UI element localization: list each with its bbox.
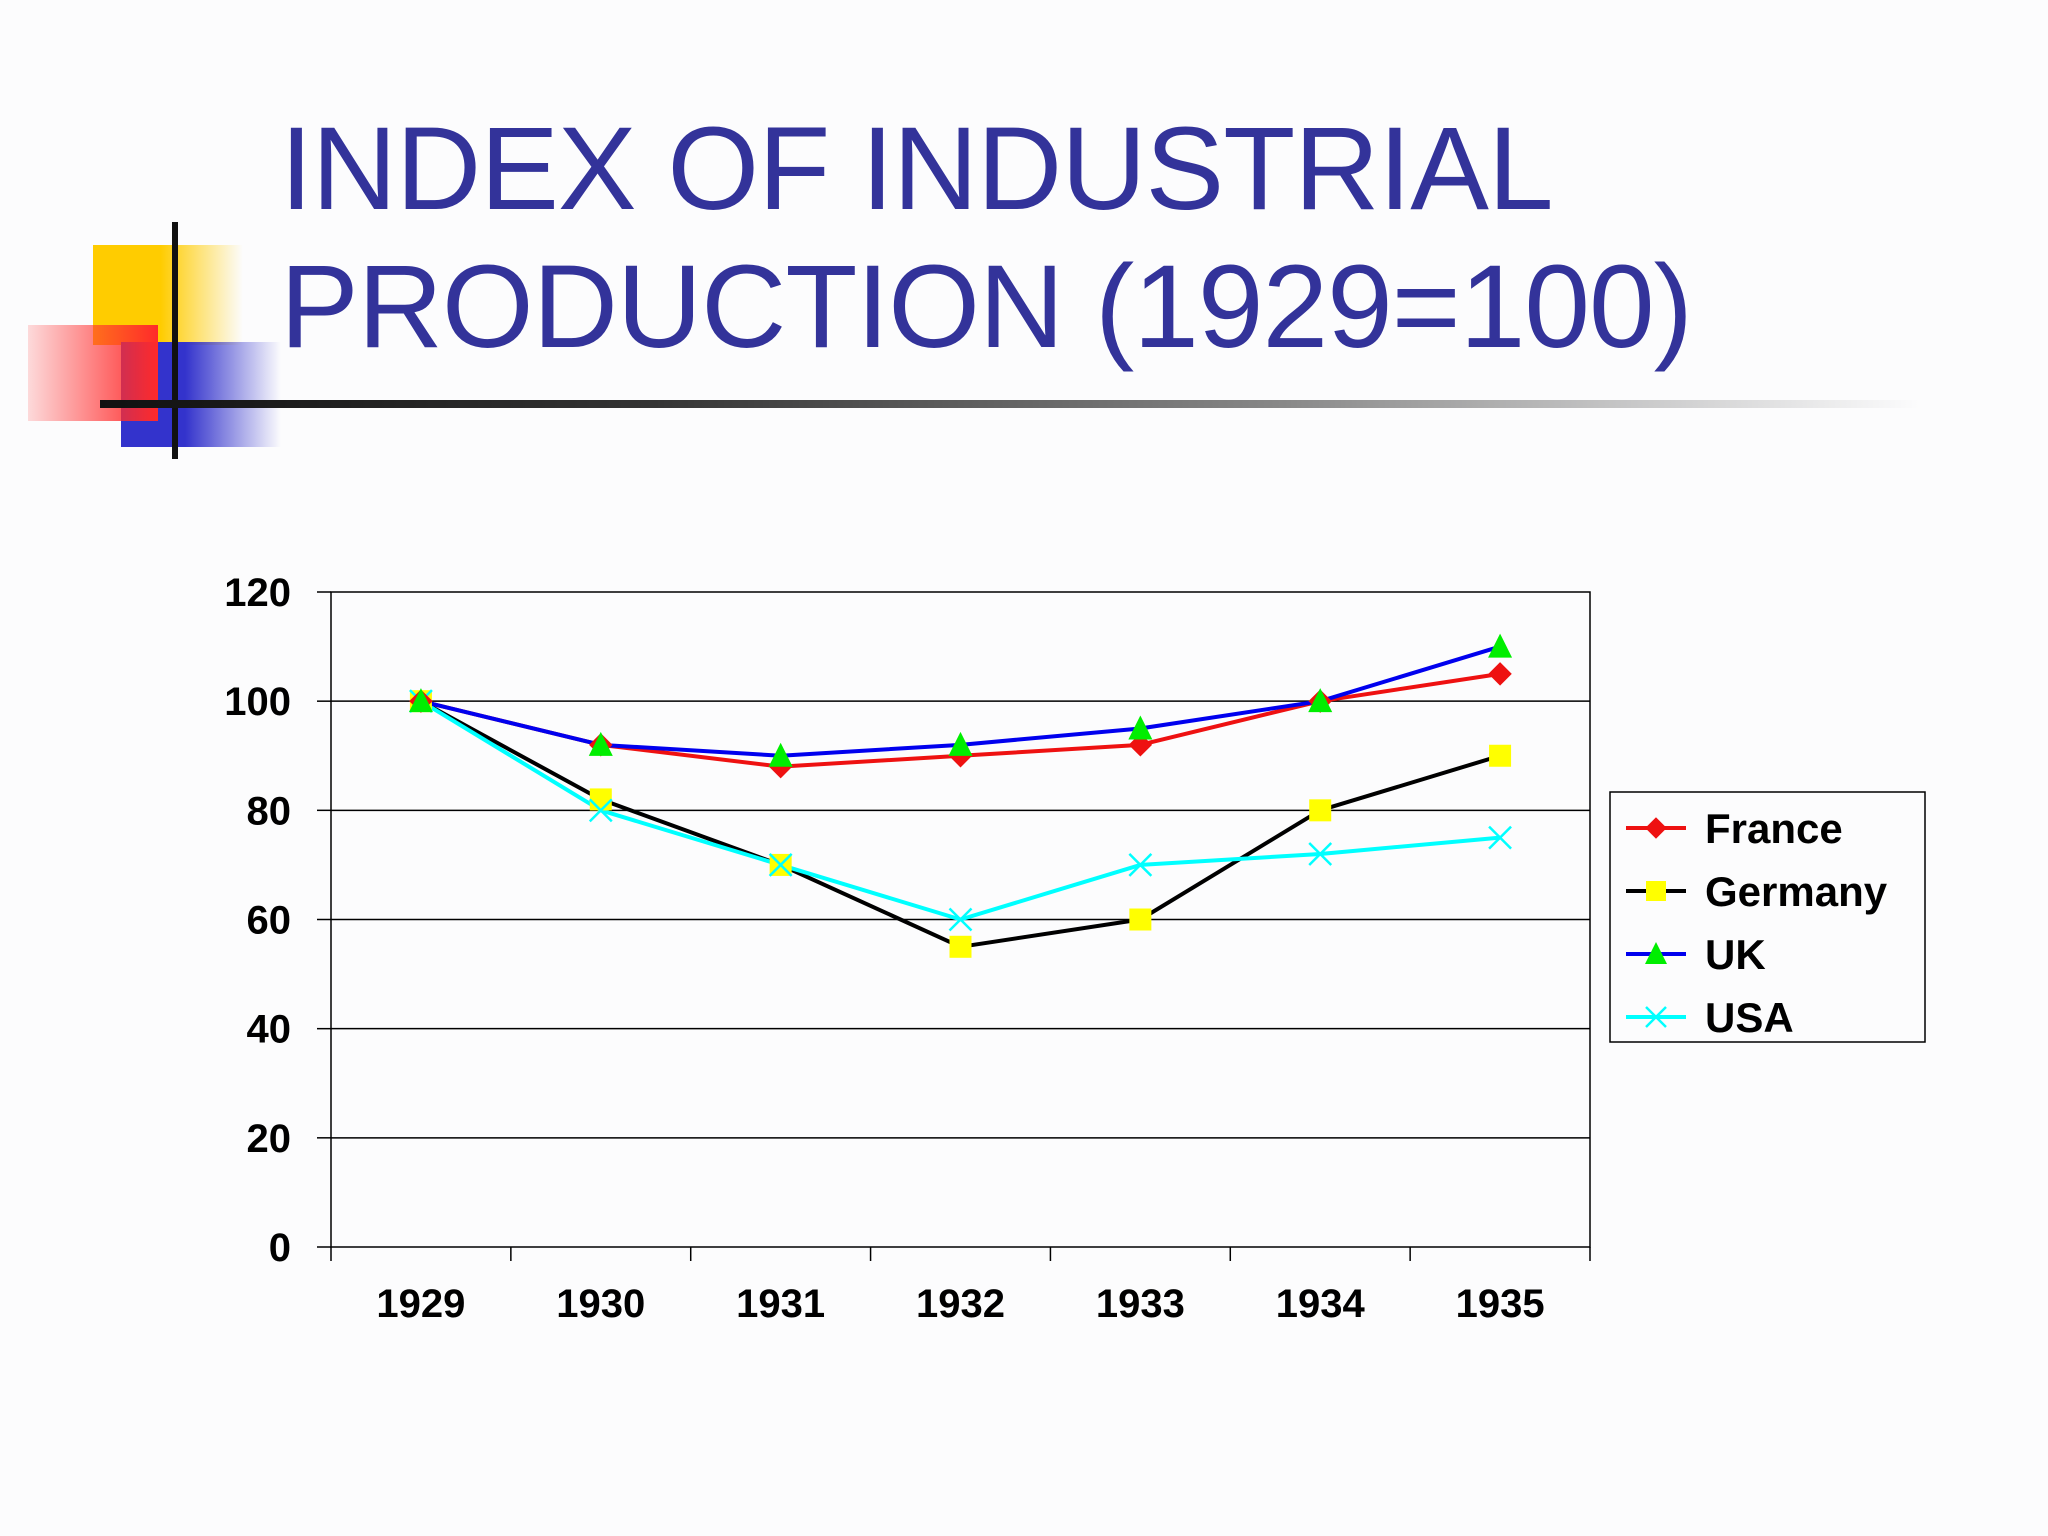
- legend-marker: [1645, 942, 1667, 964]
- point-germany-1935: [1489, 744, 1512, 767]
- series-lines: [419, 644, 1501, 949]
- legend-marker: [1646, 881, 1666, 901]
- x-tick-label: 1934: [1276, 1282, 1366, 1326]
- point-uk-1934: [1308, 688, 1333, 713]
- y-tick-label: 20: [247, 1117, 292, 1161]
- x-tick-label: 1931: [736, 1282, 825, 1326]
- decor-vertical-rule: [172, 222, 178, 459]
- slide-title-line-1: INDEX OF INDUSTRIAL: [280, 103, 1554, 235]
- point-germany-1933: [1129, 908, 1152, 931]
- point-uk-1932: [948, 731, 973, 756]
- legend-label: USA: [1705, 994, 1794, 1041]
- point-uk-1931: [768, 742, 793, 767]
- x-tick-label: 1933: [1096, 1282, 1185, 1326]
- point-usa-1935: [1488, 825, 1512, 850]
- x-marker-stroke: [1128, 853, 1153, 877]
- slide-title: INDEX OF INDUSTRIAL PRODUCTION (1929=100…: [280, 100, 1980, 376]
- point-france-1935: [1488, 662, 1512, 686]
- x-marker-stroke: [1645, 1006, 1667, 1028]
- axes: 0 20 40 60 80 100 120 1929 1930 1931 1932 1933 1934 1…: [224, 571, 1591, 1326]
- point-germany-1932: [949, 935, 972, 958]
- x-tick-label: 1929: [376, 1282, 465, 1326]
- y-tick-label: 80: [247, 789, 292, 833]
- point-uk-1929: [408, 688, 433, 713]
- decor-horizontal-rule: [100, 400, 1920, 408]
- x-marker-stroke: [1308, 842, 1333, 866]
- legend-marker: [1645, 1006, 1667, 1028]
- point-germany-1930: [589, 788, 612, 811]
- x-marker-stroke: [588, 798, 613, 823]
- legend: France Germany UK USA: [1609, 791, 1926, 1043]
- legend-marker: [1645, 817, 1667, 839]
- y-tick-label: 40: [247, 1008, 292, 1052]
- point-usa-1932: [948, 907, 973, 932]
- x-tick-label: 1932: [916, 1282, 1005, 1326]
- point-germany-1934: [1309, 799, 1332, 822]
- point-usa-1934: [1308, 842, 1333, 866]
- legend-item-france: France: [1626, 805, 1843, 852]
- legend-label: UK: [1705, 931, 1766, 978]
- x-marker-stroke: [768, 853, 793, 877]
- point-usa-1933: [1128, 853, 1153, 877]
- legend-item-germany: Germany: [1626, 868, 1888, 915]
- point-uk-1935: [1488, 633, 1513, 658]
- y-tick-label: 120: [224, 571, 291, 615]
- x-tick-label: 1935: [1456, 1282, 1545, 1326]
- legend-item-uk: UK: [1626, 931, 1766, 978]
- legend-label: Germany: [1705, 868, 1888, 915]
- y-tick-label: 100: [224, 680, 291, 724]
- slide-title-line-2: PRODUCTION (1929=100): [280, 241, 1693, 373]
- x-marker-stroke: [948, 907, 973, 932]
- y-tick-label: 0: [269, 1226, 291, 1270]
- legend-item-usa: USA: [1626, 994, 1794, 1041]
- legend-label: France: [1705, 805, 1843, 852]
- x-tick-label: 1930: [556, 1282, 645, 1326]
- point-usa-1931: [768, 853, 793, 877]
- y-tick-label: 60: [247, 899, 292, 943]
- point-usa-1930: [588, 798, 613, 823]
- x-marker-stroke: [1488, 825, 1512, 850]
- point-uk-1930: [588, 731, 613, 756]
- legend-box: [1609, 791, 1926, 1043]
- point-uk-1933: [1128, 715, 1153, 740]
- series-markers: [408, 633, 1513, 958]
